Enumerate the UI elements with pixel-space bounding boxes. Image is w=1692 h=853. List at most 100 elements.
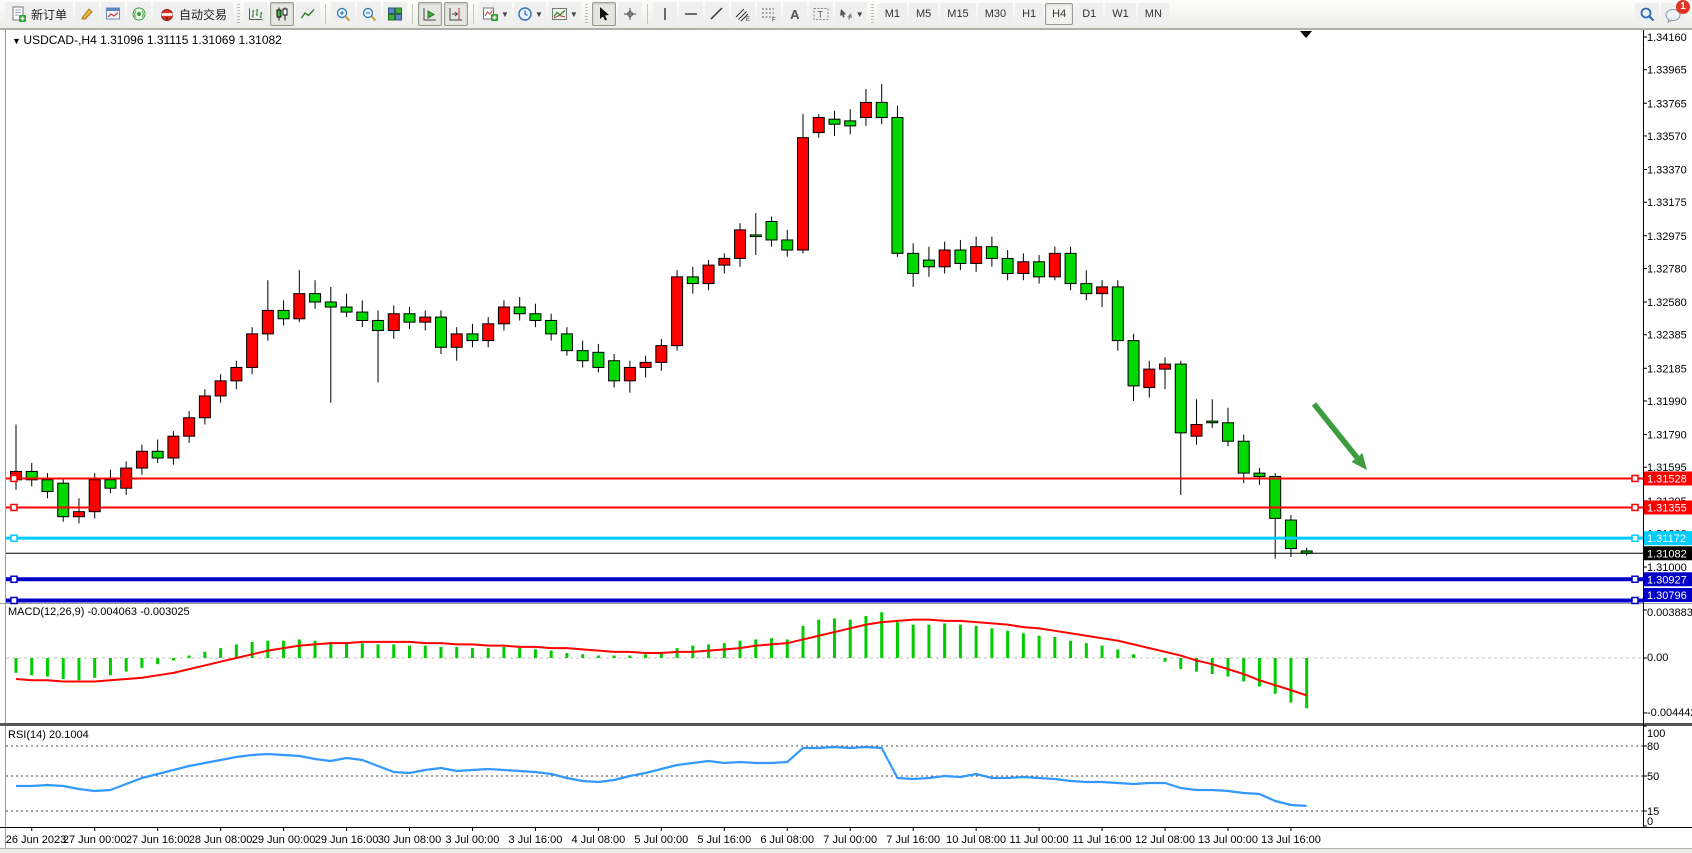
time-tick-label: 29 Jun 00:00 bbox=[252, 834, 316, 846]
new-order-button[interactable]: 新订单 bbox=[5, 2, 74, 26]
chart-window-icon bbox=[105, 7, 120, 20]
timeframe-button-D1[interactable]: D1 bbox=[1075, 3, 1104, 25]
zoom-in-button[interactable] bbox=[331, 2, 356, 26]
zoom-out-button[interactable] bbox=[357, 2, 382, 26]
line-handle[interactable] bbox=[1631, 503, 1639, 512]
notification-badge: 1 bbox=[1676, 0, 1690, 14]
timeframe-button-M15[interactable]: M15 bbox=[940, 3, 976, 25]
candle-body bbox=[1174, 363, 1187, 434]
candlestick-mode-button[interactable] bbox=[270, 2, 295, 26]
line-handle[interactable] bbox=[1631, 534, 1639, 542]
candle-body bbox=[293, 293, 306, 320]
rsi-line bbox=[16, 745, 1307, 807]
trend-arrow-shaft[interactable] bbox=[1311, 402, 1360, 460]
candle-body bbox=[513, 306, 526, 315]
candle-body bbox=[1048, 252, 1061, 278]
chart-shift-button[interactable] bbox=[444, 2, 469, 26]
line-handle[interactable] bbox=[10, 474, 18, 483]
timeframe-button-W1[interactable]: W1 bbox=[1105, 3, 1136, 25]
horizontal-line-object[interactable]: 1.31355 bbox=[6, 500, 1692, 515]
toolbar-separator bbox=[412, 4, 414, 24]
sound-button[interactable] bbox=[127, 2, 152, 26]
periods-button[interactable]: ▼ bbox=[513, 2, 546, 26]
notifications-button[interactable]: 1 bbox=[1661, 0, 1690, 27]
timeframe-button-M5[interactable]: M5 bbox=[909, 3, 939, 25]
toolbar-separator bbox=[473, 4, 475, 24]
macd-signal-line bbox=[15, 618, 1307, 697]
cursor-tool-button[interactable] bbox=[591, 2, 616, 26]
candle-body bbox=[356, 311, 369, 321]
fibonacci-tool-button[interactable]: F bbox=[756, 2, 781, 26]
trend-arrow-head[interactable] bbox=[1351, 453, 1367, 470]
timeframe-button-H4[interactable]: H4 bbox=[1045, 3, 1074, 25]
candle-body bbox=[954, 249, 967, 264]
price-tick-label: 1.31000 bbox=[1647, 562, 1687, 574]
line-handle[interactable] bbox=[10, 534, 18, 542]
line-handle[interactable] bbox=[10, 596, 18, 605]
candle-body bbox=[686, 276, 699, 285]
crayon-tool-button[interactable] bbox=[75, 2, 100, 26]
macd-rsi-divider[interactable] bbox=[0, 723, 1692, 726]
timeframe-button-M30[interactable]: M30 bbox=[977, 3, 1014, 25]
candle-body bbox=[25, 470, 38, 481]
trendline-tool-button[interactable] bbox=[704, 2, 729, 26]
horizontal-line-object[interactable]: 1.31528 bbox=[6, 471, 1692, 486]
chart-menu-triangle-icon[interactable]: ▼ bbox=[12, 36, 24, 46]
templates-button[interactable]: ▼ bbox=[547, 2, 581, 26]
macd-tick-label: 0.00 bbox=[1647, 652, 1668, 664]
line-handle[interactable] bbox=[10, 575, 18, 584]
candle-body bbox=[1221, 422, 1234, 442]
candle-body bbox=[72, 511, 85, 518]
text-tool-button[interactable]: A bbox=[782, 2, 807, 26]
equidistant-channel-tool-button[interactable]: E bbox=[730, 2, 755, 26]
line-chart-mode-button[interactable] bbox=[296, 2, 321, 26]
line-handle[interactable] bbox=[10, 503, 18, 512]
candle-body bbox=[859, 101, 872, 119]
time-tick-label: 27 Jun 00:00 bbox=[63, 834, 127, 846]
candle-body bbox=[1253, 472, 1266, 477]
horizontal-line-object[interactable]: 1.30796 bbox=[6, 588, 1692, 605]
line-handle[interactable] bbox=[1631, 474, 1639, 483]
search-button[interactable] bbox=[1635, 2, 1659, 27]
vertical-line-tool-button[interactable] bbox=[652, 2, 677, 26]
trend-arrow-object[interactable] bbox=[1311, 402, 1367, 470]
price-level-label-text: 1.31528 bbox=[1647, 473, 1687, 485]
line-handle[interactable] bbox=[1631, 575, 1639, 584]
timeframe-button-H1[interactable]: H1 bbox=[1015, 3, 1044, 25]
chart-ohlc-values: 1.31096 1.31115 1.31069 1.31082 bbox=[100, 33, 282, 47]
text-label-tool-button[interactable]: T bbox=[808, 2, 833, 26]
arrows-tool-button[interactable]: ▼ bbox=[834, 2, 867, 26]
bar-chart-mode-button[interactable] bbox=[244, 2, 269, 26]
chart-shift-icon bbox=[449, 8, 463, 21]
price-level-label bbox=[1644, 572, 1692, 587]
horizontal-line-object[interactable]: 1.31172 bbox=[6, 531, 1692, 546]
candle-body bbox=[545, 319, 558, 335]
autotrading-button[interactable]: 自动交易 bbox=[153, 2, 234, 26]
chevron-down-icon: ▼ bbox=[569, 9, 578, 19]
candle-body bbox=[214, 380, 227, 397]
candle-body bbox=[1111, 286, 1124, 342]
horizontal-line-tool-button[interactable] bbox=[678, 2, 703, 26]
chart-window-button[interactable] bbox=[101, 2, 126, 26]
cursor-icon bbox=[599, 7, 609, 21]
auto-scroll-button[interactable] bbox=[418, 2, 443, 26]
timeframe-button-MN[interactable]: MN bbox=[1137, 3, 1169, 25]
horizontal-line-object[interactable]: 1.30927 bbox=[6, 572, 1692, 587]
price-level-label-text: 1.30796 bbox=[1647, 590, 1687, 602]
chart-background bbox=[0, 29, 1692, 848]
svg-text:T: T bbox=[817, 10, 823, 20]
time-tick-label: 13 Jul 00:00 bbox=[1198, 834, 1258, 846]
crosshair-tool-button[interactable] bbox=[617, 2, 642, 26]
line-handle[interactable] bbox=[1631, 596, 1639, 605]
horizontal-line-icon bbox=[684, 13, 697, 15]
indicators-button[interactable]: ▼ bbox=[479, 2, 512, 26]
candle-body bbox=[324, 301, 337, 308]
timeframe-button-M1[interactable]: M1 bbox=[877, 3, 907, 25]
time-tick-label: 26 Jun 2023 bbox=[6, 834, 67, 846]
tile-windows-button[interactable] bbox=[383, 2, 408, 26]
chevron-down-icon: ▼ bbox=[534, 9, 543, 19]
tile-windows-icon bbox=[388, 7, 403, 21]
price-level-label bbox=[1644, 531, 1692, 546]
